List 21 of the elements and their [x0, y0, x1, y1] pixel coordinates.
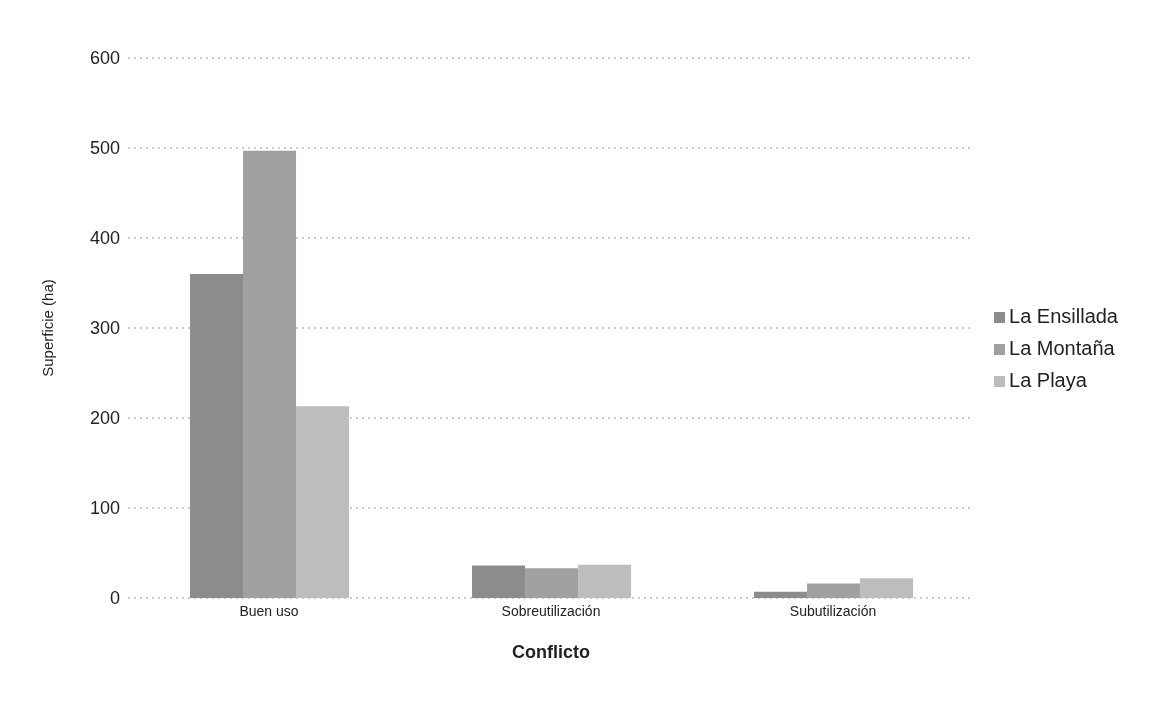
x-tick-label: Buen uso — [239, 602, 299, 619]
x-tick-label: Sobreutilización — [501, 602, 601, 619]
y-tick-label: 200 — [89, 408, 120, 429]
x-tick-label: Subutilización — [789, 602, 877, 619]
y-tick-label: 500 — [89, 138, 120, 159]
y-tick-label: 600 — [89, 48, 120, 69]
y-axis-title: Superficie (ha) — [39, 279, 57, 377]
legend-label: La Montaña — [1009, 337, 1115, 359]
bar — [296, 406, 350, 598]
y-tick-label: 0 — [109, 588, 120, 609]
y-tick-label: 300 — [89, 318, 120, 339]
legend-label: La Ensillada — [1009, 305, 1118, 327]
y-tick-label: 400 — [89, 228, 120, 249]
bar — [860, 578, 914, 598]
bar — [578, 564, 632, 598]
x-axis-title: Conflicto — [512, 642, 591, 662]
y-tick-label: 100 — [89, 498, 120, 519]
bar — [190, 274, 244, 598]
legend-label: La Playa — [1009, 369, 1087, 391]
bar — [472, 565, 526, 598]
bar — [754, 591, 808, 598]
